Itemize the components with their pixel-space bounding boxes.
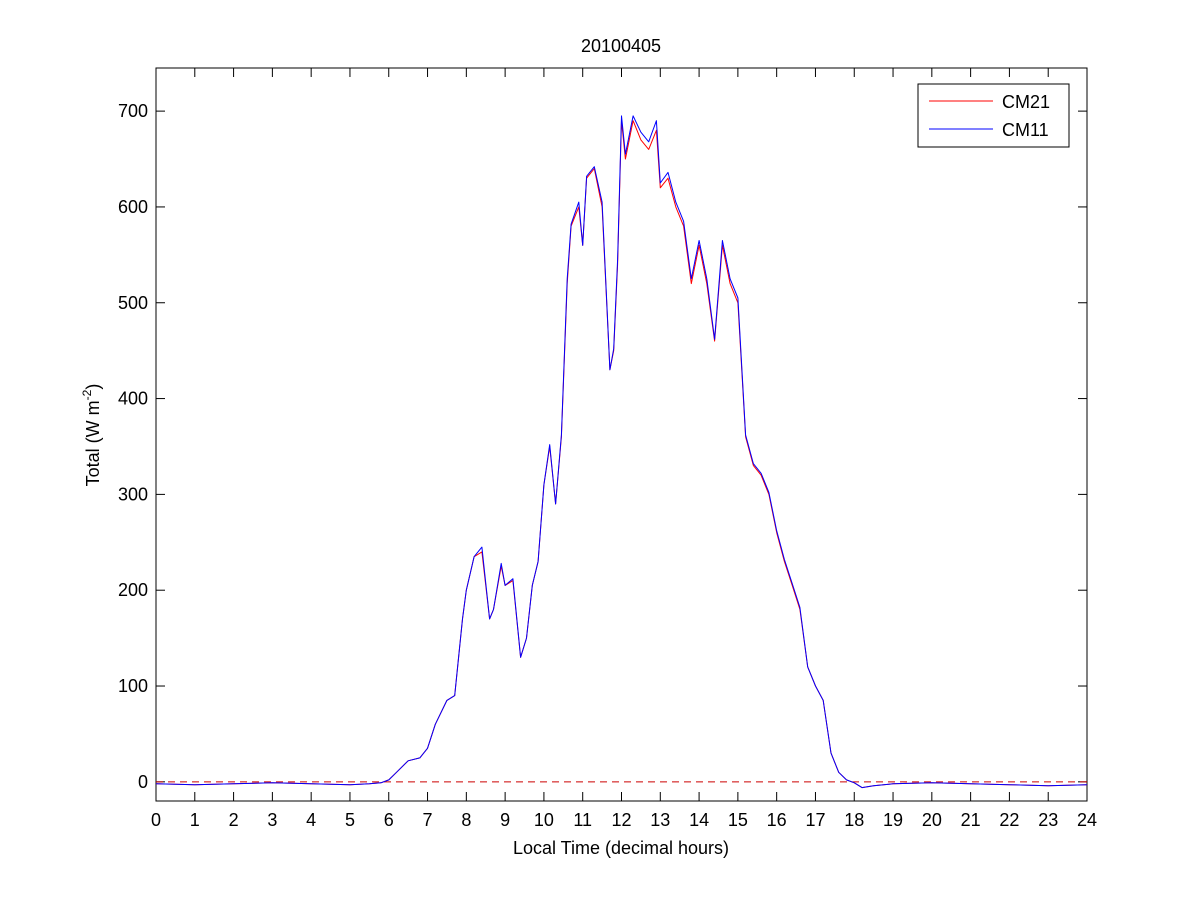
y-axis-label-tail: ) <box>83 384 103 390</box>
y-axis-label-superscript: -2 <box>80 389 94 400</box>
y-tick-label: 700 <box>118 101 148 121</box>
y-tick-label: 400 <box>118 389 148 409</box>
x-tick-label: 16 <box>767 810 787 830</box>
x-tick-label: 5 <box>345 810 355 830</box>
x-tick-label: 8 <box>461 810 471 830</box>
y-axis-label: Total (W m-2) <box>80 384 103 487</box>
legend-box <box>917 83 1070 148</box>
x-tick-label: 24 <box>1077 810 1097 830</box>
y-tick-label: 200 <box>118 580 148 600</box>
y-axis-label-base: Total (W m <box>83 400 103 486</box>
legend-label-cm21: CM21 <box>1002 92 1050 112</box>
x-tick-label: 1 <box>190 810 200 830</box>
y-tick-label: 600 <box>118 197 148 217</box>
x-tick-label: 21 <box>961 810 981 830</box>
x-tick-label: 13 <box>650 810 670 830</box>
x-tick-label: 7 <box>423 810 433 830</box>
x-tick-label: 20 <box>922 810 942 830</box>
x-tick-label: 19 <box>883 810 903 830</box>
series-line-cm21 <box>155 120 1088 789</box>
x-tick-label: 11 <box>573 810 592 830</box>
x-axis-ticks: 0 1 2 3 4 5 6 7 8 9 10 11 12 13 14 15 16 17 18 19 20 21 22 23 24 <box>151 68 1097 830</box>
x-tick-label: 15 <box>728 810 748 830</box>
y-tick-label: 300 <box>118 484 148 504</box>
x-tick-label: 14 <box>689 810 709 830</box>
x-tick-label: 12 <box>611 810 631 830</box>
x-tick-label: 22 <box>999 810 1019 830</box>
plot-area-frame <box>155 67 1088 802</box>
y-axis-ticks: 0 100 200 300 400 500 600 700 <box>118 101 1087 792</box>
x-tick-label: 23 <box>1038 810 1058 830</box>
x-tick-label: 4 <box>306 810 316 830</box>
series-layer <box>155 115 1088 789</box>
x-tick-label: 17 <box>805 810 825 830</box>
legend: CM21 CM11 <box>917 83 1070 148</box>
legend-label-cm11: CM11 <box>1002 120 1049 140</box>
y-tick-label: 500 <box>118 293 148 313</box>
x-tick-label: 2 <box>229 810 239 830</box>
x-tick-label: 9 <box>500 810 510 830</box>
x-tick-label: 0 <box>151 810 161 830</box>
x-axis-label: Local Time (decimal hours) <box>513 838 729 858</box>
x-tick-label: 18 <box>844 810 864 830</box>
chart-title: 20100405 <box>581 36 661 56</box>
y-tick-label: 100 <box>118 676 148 696</box>
y-tick-label: 0 <box>138 772 148 792</box>
series-line-cm11 <box>155 115 1088 789</box>
x-tick-label: 3 <box>267 810 277 830</box>
x-tick-label: 6 <box>384 810 394 830</box>
x-tick-label: 10 <box>534 810 554 830</box>
